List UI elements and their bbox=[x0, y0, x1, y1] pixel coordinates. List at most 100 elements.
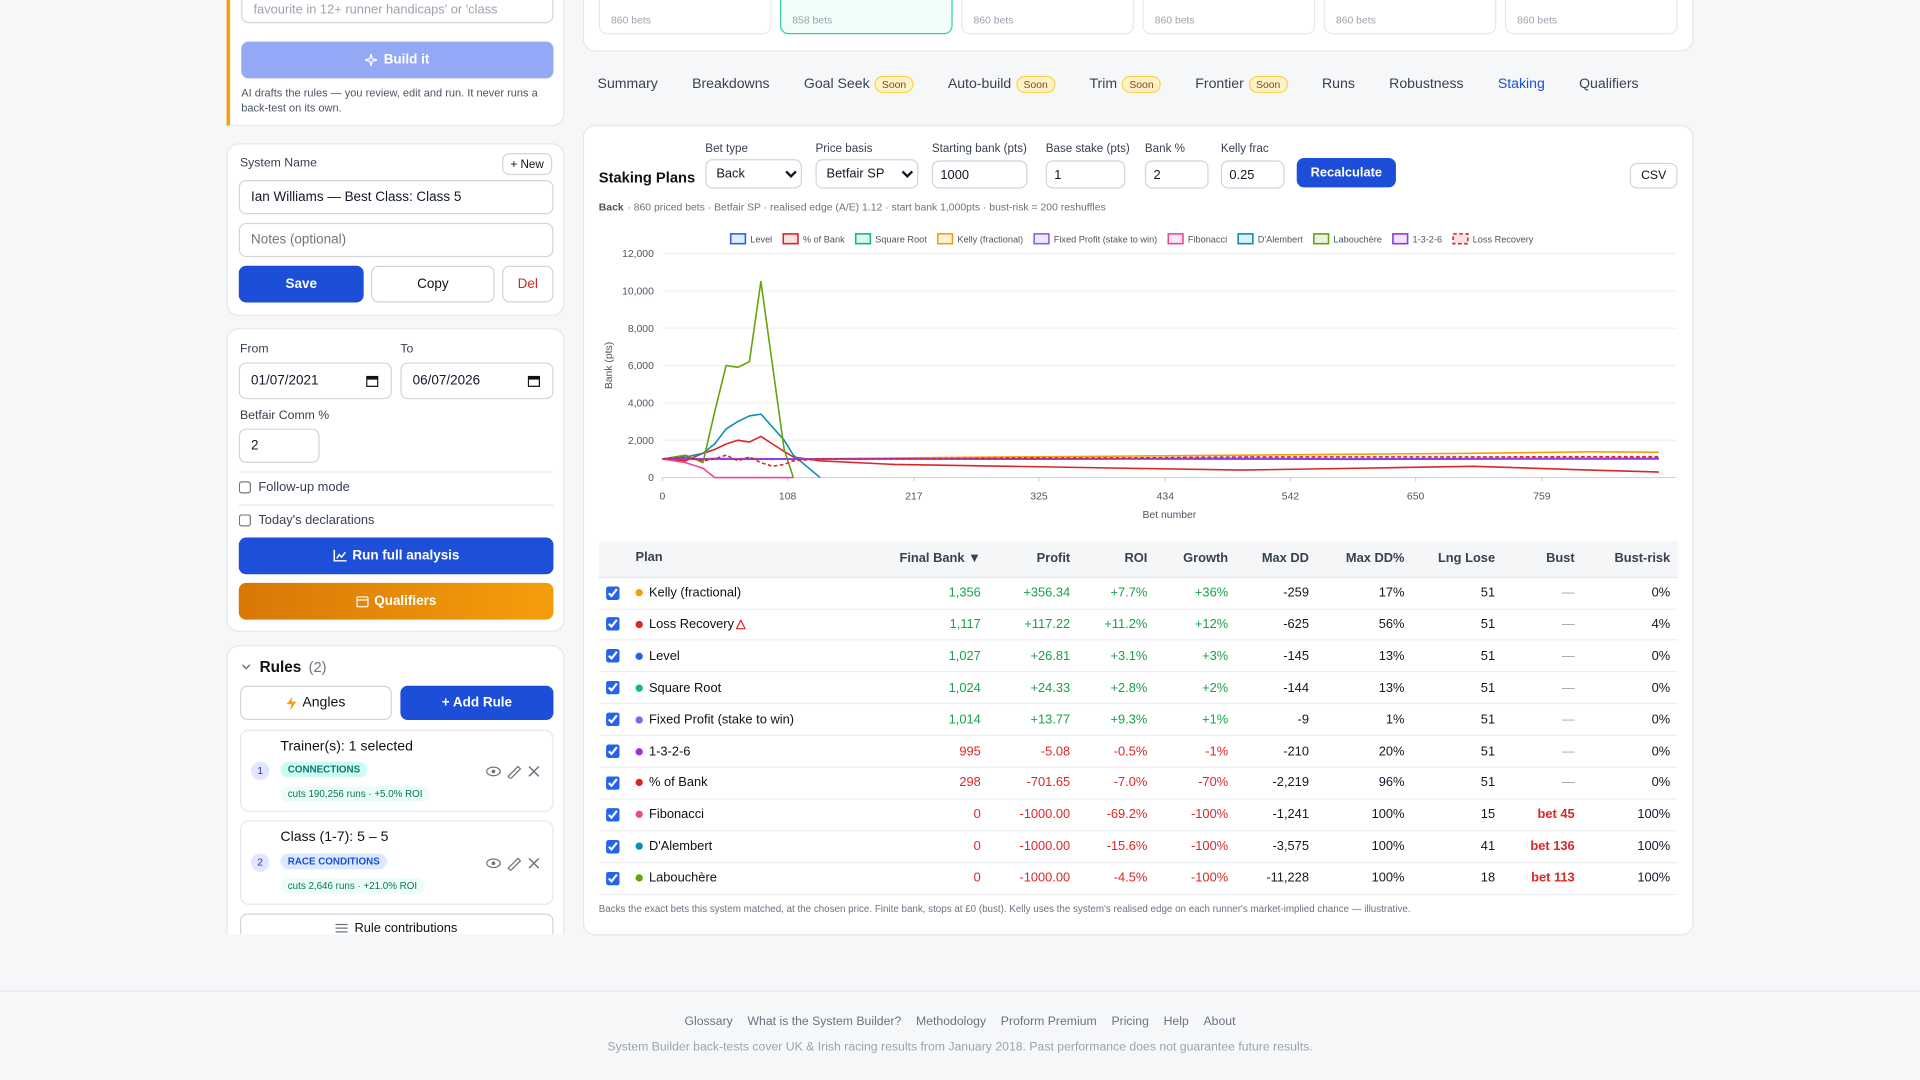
plan-name: Kelly (fractional) bbox=[649, 584, 741, 601]
rule-card[interactable]: Class (1-7): 5 – 5 2 RACE CONDITIONS cut… bbox=[240, 820, 554, 905]
new-button[interactable]: + New bbox=[502, 153, 553, 176]
chevron[interactable] bbox=[241, 664, 251, 671]
declarations-option[interactable]: Today's declarations bbox=[238, 513, 374, 528]
build-label: Build it bbox=[383, 52, 430, 68]
rule-number: 2 bbox=[251, 853, 270, 872]
tab[interactable]: Frontier Soon bbox=[1195, 75, 1288, 94]
warning-icon bbox=[736, 619, 747, 630]
run-button[interactable]: Run full analysis bbox=[238, 537, 554, 575]
tab-badge: Soon bbox=[874, 75, 914, 94]
tab[interactable]: Goal Seek Soon bbox=[804, 75, 914, 94]
delete-button[interactable]: Del bbox=[502, 265, 554, 303]
variant-card[interactable]: -12.7% ROI860 bets bbox=[1504, 0, 1678, 35]
row-checkbox[interactable] bbox=[606, 712, 620, 727]
footer-link[interactable]: What is the System Builder? bbox=[747, 1015, 902, 1029]
control-input[interactable] bbox=[1220, 160, 1285, 189]
y-axis-label: Bank (pts) bbox=[604, 342, 615, 389]
tab[interactable]: Trim Soon bbox=[1089, 75, 1161, 94]
y-tick-label: 8,000 bbox=[628, 324, 654, 335]
column-header[interactable]: Bust bbox=[1546, 551, 1575, 566]
list-icon bbox=[336, 923, 349, 933]
save-button[interactable]: Save bbox=[238, 265, 364, 303]
add-rule-button[interactable]: + Add Rule bbox=[400, 685, 554, 721]
column-header[interactable]: Lng Lose bbox=[1437, 551, 1496, 566]
row-checkbox[interactable] bbox=[606, 807, 620, 822]
rule-actions[interactable] bbox=[486, 764, 545, 779]
column-header[interactable]: Max DD% bbox=[1345, 551, 1405, 566]
row-checkbox[interactable] bbox=[606, 649, 620, 663]
qualifiers-button[interactable]: Qualifiers bbox=[238, 582, 554, 620]
rule-title: Class (1-7): 5 – 5 bbox=[280, 830, 389, 845]
tab[interactable]: Robustness bbox=[1389, 77, 1463, 92]
variant-card[interactable]: -0.8% ROI860 bets bbox=[1323, 0, 1497, 35]
rule-card[interactable]: Trainer(s): 1 selected 1 CONNECTIONS cut… bbox=[240, 729, 554, 812]
footer-link[interactable]: Methodology bbox=[915, 1015, 987, 1029]
variant-card[interactable]: +3.1% ROI860 bets bbox=[598, 0, 772, 35]
table-cell: — bbox=[1561, 743, 1575, 759]
rule-tag: CONNECTIONS bbox=[280, 761, 368, 778]
column-header[interactable]: Profit bbox=[1036, 551, 1071, 566]
csv-button[interactable]: CSV bbox=[1629, 162, 1678, 189]
control-label: Starting bank (pts) bbox=[931, 142, 1027, 156]
rule-contributions-button[interactable]: Rule contributions bbox=[240, 913, 554, 935]
row-checkbox[interactable] bbox=[606, 839, 620, 854]
row-checkbox[interactable] bbox=[606, 744, 620, 758]
table-cell: 100% bbox=[1637, 807, 1671, 822]
plan-label: Level bbox=[648, 648, 680, 664]
row-checkbox[interactable] bbox=[606, 871, 620, 885]
column-header[interactable]: Final Bank ▼ bbox=[899, 551, 981, 566]
table-cell: +117.22 bbox=[1024, 617, 1071, 632]
notes-input[interactable] bbox=[238, 222, 554, 258]
table-cell: — bbox=[1561, 648, 1575, 664]
x-tick-label: 325 bbox=[1030, 492, 1048, 503]
angles-button[interactable]: Angles bbox=[240, 685, 392, 721]
control-input[interactable] bbox=[1144, 160, 1209, 189]
follow-up-option[interactable]: Follow-up mode bbox=[238, 480, 350, 495]
row-checkbox[interactable] bbox=[606, 617, 620, 632]
follow-up-checkbox[interactable] bbox=[238, 481, 252, 494]
row-checkbox[interactable] bbox=[606, 585, 620, 600]
tab-bar: Summary Breakdowns Goal Seek Soon Auto-build… bbox=[598, 75, 1639, 94]
control-input[interactable] bbox=[931, 160, 1028, 189]
tab[interactable]: Summary bbox=[598, 77, 658, 92]
legend-label: Fixed Profit (stake to win) bbox=[1054, 234, 1157, 244]
control-select[interactable]: Back bbox=[705, 159, 803, 189]
system-name-input[interactable] bbox=[238, 180, 554, 215]
recalculate-button[interactable]: Recalculate bbox=[1296, 157, 1396, 188]
declarations-checkbox[interactable] bbox=[238, 514, 252, 527]
row-checkbox[interactable] bbox=[606, 681, 620, 695]
bolt-icon bbox=[286, 696, 297, 710]
tab[interactable]: Qualifiers bbox=[1579, 77, 1638, 92]
control-select[interactable]: Betfair SP bbox=[815, 159, 919, 189]
variant-card[interactable]: +8.5% ROI860 bets bbox=[1142, 0, 1316, 35]
tab[interactable]: Runs bbox=[1322, 77, 1355, 92]
footer-link[interactable]: Glossary bbox=[684, 1015, 733, 1029]
footer-link[interactable]: Help bbox=[1163, 1015, 1189, 1029]
row-checkbox[interactable] bbox=[606, 776, 620, 790]
rule-actions[interactable] bbox=[486, 856, 545, 871]
column-header[interactable]: Bust-risk bbox=[1614, 551, 1671, 566]
staking-summary: Back · 860 priced bets · Betfair SP · rea… bbox=[599, 201, 1106, 213]
footer-link[interactable]: About bbox=[1203, 1015, 1236, 1029]
ai-prompt[interactable]: favourite in 12+ runner handicaps' or 'c… bbox=[241, 0, 554, 24]
variant-card[interactable]: +15.3% ROI858 bets bbox=[780, 0, 953, 35]
tab[interactable]: Breakdowns bbox=[692, 77, 770, 92]
plan-name: Level bbox=[649, 648, 680, 665]
build-button[interactable]: Build it bbox=[241, 41, 554, 79]
column-header[interactable]: Plan bbox=[635, 549, 663, 565]
plan-label: Fibonacci bbox=[648, 807, 705, 822]
table-cell: +2% bbox=[1202, 680, 1229, 696]
copy-button[interactable]: Copy bbox=[371, 265, 495, 303]
footer-link[interactable]: Pricing bbox=[1111, 1015, 1149, 1029]
table-cell: -145 bbox=[1283, 648, 1309, 664]
column-header[interactable]: Growth bbox=[1183, 551, 1229, 566]
control-input[interactable] bbox=[1045, 160, 1126, 189]
comm-input[interactable] bbox=[238, 428, 320, 463]
tab[interactable]: Staking bbox=[1498, 77, 1545, 92]
footer-link[interactable]: Proform Premium bbox=[1000, 1015, 1097, 1029]
column-header[interactable]: ROI bbox=[1124, 551, 1148, 566]
variant-card[interactable]: +1.6% ROI860 bets bbox=[961, 0, 1134, 35]
tab[interactable]: Auto-build Soon bbox=[948, 75, 1056, 94]
column-header[interactable]: Max DD bbox=[1261, 551, 1309, 566]
